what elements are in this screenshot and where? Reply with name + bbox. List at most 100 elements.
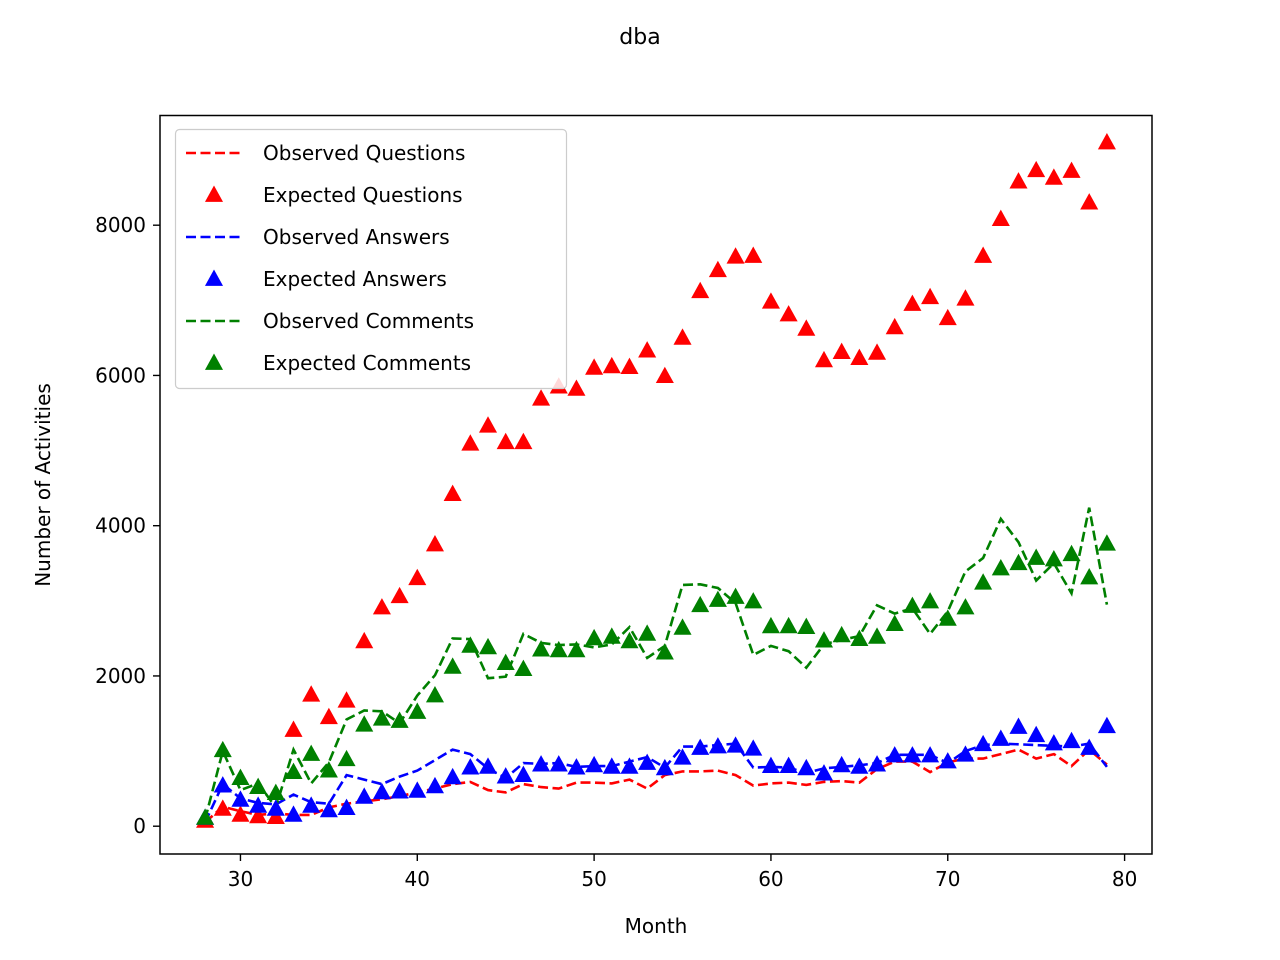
x-tick-label: 30 (228, 867, 253, 891)
marker-expected-comments (337, 749, 356, 767)
plot-frame (159, 114, 1153, 855)
marker-expected-answers (284, 805, 303, 822)
marker-expected-comments (302, 744, 321, 761)
marker-expected-comments (708, 590, 727, 607)
legend-label-expected-answers: Expected Answers (263, 267, 447, 291)
marker-expected-answers (1097, 716, 1116, 734)
marker-expected-questions (319, 707, 338, 725)
marker-expected-questions (585, 358, 604, 375)
y-axis-label: Number of Activities (31, 383, 55, 587)
marker-expected-answers (567, 758, 586, 775)
marker-expected-questions (938, 308, 957, 326)
marker-expected-comments (956, 598, 975, 615)
marker-expected-comments (991, 559, 1010, 576)
marker-expected-answers (319, 800, 338, 818)
marker-expected-comments (726, 587, 745, 604)
marker-expected-answers (602, 757, 621, 774)
marker-expected-answers (797, 758, 816, 776)
marker-expected-comments (213, 740, 232, 758)
marker-expected-answers (850, 757, 869, 774)
marker-expected-comments (319, 761, 338, 778)
marker-expected-comments (850, 629, 869, 646)
marker-expected-comments (1027, 548, 1046, 565)
marker-expected-comments (1009, 553, 1028, 571)
marker-expected-answers (655, 758, 674, 776)
y-tick-label: 4000 (95, 514, 146, 538)
marker-expected-comments (1062, 544, 1081, 562)
legend-marker-expected-answers (204, 269, 224, 286)
marker-expected-comments (673, 618, 692, 635)
marker-expected-comments (496, 653, 515, 671)
marker-expected-questions (567, 379, 586, 396)
marker-expected-answers (761, 756, 780, 773)
marker-expected-comments (249, 777, 268, 794)
plot-series-lines (203, 507, 1109, 824)
legend: Observed Questions Expected Questions Obse… (174, 128, 568, 390)
marker-expected-comments (355, 715, 374, 732)
marker-expected-answers (514, 765, 533, 782)
marker-expected-questions (797, 319, 816, 336)
marker-expected-comments (585, 628, 604, 646)
marker-expected-comments (1044, 550, 1063, 567)
y-tick-label: 0 (133, 814, 146, 838)
marker-expected-questions (1027, 160, 1046, 178)
marker-expected-comments (266, 783, 285, 800)
marker-expected-questions (390, 586, 409, 604)
marker-expected-questions (956, 289, 975, 306)
marker-expected-questions (1009, 172, 1028, 189)
marker-expected-answers (1044, 734, 1063, 751)
legend-label-observed-comments: Observed Comments (263, 309, 474, 333)
marker-expected-answers (1027, 725, 1046, 743)
marker-expected-answers (814, 764, 834, 781)
series-line-observed-comments (203, 507, 1109, 820)
legend-label-observed-answers: Observed Answers (263, 225, 450, 249)
marker-expected-questions (620, 357, 639, 375)
marker-expected-answers (638, 753, 657, 770)
marker-expected-questions (974, 246, 993, 263)
marker-expected-questions (655, 366, 674, 384)
marker-expected-questions (991, 209, 1010, 227)
marker-expected-answers (337, 798, 356, 816)
marker-expected-comments (620, 631, 639, 649)
marker-expected-comments (461, 636, 480, 653)
marker-expected-answers (231, 790, 250, 807)
marker-expected-answers (956, 745, 975, 762)
marker-expected-questions (744, 246, 763, 263)
marker-expected-answers (974, 734, 993, 752)
marker-expected-questions (850, 348, 869, 366)
y-tick-label: 8000 (95, 213, 146, 237)
marker-expected-answers (991, 729, 1010, 746)
marker-expected-comments (868, 627, 887, 644)
marker-expected-questions (532, 389, 551, 406)
marker-expected-comments (1080, 568, 1099, 585)
marker-expected-answers (903, 746, 922, 763)
marker-expected-comments (638, 624, 657, 641)
marker-expected-comments (779, 616, 798, 634)
marker-expected-answers (673, 748, 692, 765)
marker-expected-questions (814, 350, 834, 368)
marker-expected-answers (868, 755, 887, 772)
marker-expected-comments (903, 596, 922, 613)
marker-expected-questions (726, 247, 745, 264)
marker-expected-comments (921, 592, 940, 609)
marker-expected-comments (744, 592, 763, 609)
marker-expected-questions (496, 432, 515, 450)
x-tick-label: 70 (935, 867, 960, 891)
marker-expected-questions (868, 343, 887, 360)
marker-expected-comments (408, 702, 427, 719)
marker-expected-comments (938, 609, 957, 626)
marker-expected-questions (832, 342, 851, 359)
marker-expected-questions (779, 305, 798, 322)
marker-expected-questions (903, 294, 922, 311)
marker-expected-comments (372, 709, 391, 726)
marker-expected-questions (355, 631, 374, 649)
x-axis: 30 40 50 60 70 80 (228, 854, 1137, 891)
marker-expected-questions (673, 328, 692, 345)
marker-expected-answers (408, 781, 427, 798)
marker-expected-questions (231, 805, 250, 822)
x-tick-label: 80 (1112, 867, 1137, 891)
marker-expected-comments (425, 685, 444, 703)
marker-expected-answers (355, 787, 374, 804)
marker-expected-comments (514, 659, 533, 677)
marker-expected-questions (372, 598, 391, 615)
